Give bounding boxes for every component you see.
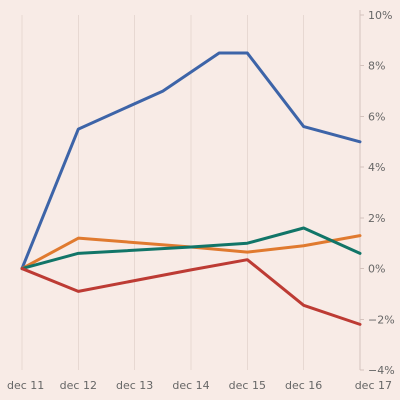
series-line-3 — [20, 226, 362, 271]
y-tick-label: 10% — [368, 9, 392, 22]
y-tick-label: 4% — [368, 161, 385, 174]
series-lines — [20, 51, 362, 326]
grid — [21, 10, 361, 370]
y-tick-label: 2% — [368, 212, 385, 225]
y-axis-ticks: 10% 8% 6% 4% 2% 0% −2% −4% — [360, 9, 395, 377]
y-tick-label: −4% — [368, 364, 395, 377]
y-tick-label: 0% — [368, 263, 385, 276]
x-tick-label: dec 15 — [229, 379, 266, 392]
x-tick-label: dec 16 — [285, 379, 322, 392]
y-tick-label: −2% — [368, 313, 395, 326]
y-tick-label: 6% — [368, 110, 385, 123]
x-axis-ticks: dec 11 dec 12 dec 13 dec 14 dec 15 dec 16 dec … — [7, 379, 392, 392]
x-tick-label: dec 11 — [7, 379, 44, 392]
series-line-2 — [20, 234, 362, 271]
series-line-4 — [20, 258, 362, 326]
x-tick-label: dec 12 — [60, 379, 97, 392]
x-tick-label: dec 17 — [355, 379, 392, 392]
series-line-1 — [20, 51, 362, 271]
x-tick-label: dec 13 — [116, 379, 153, 392]
x-tick-label: dec 14 — [172, 379, 209, 392]
y-tick-label: 8% — [368, 60, 385, 73]
